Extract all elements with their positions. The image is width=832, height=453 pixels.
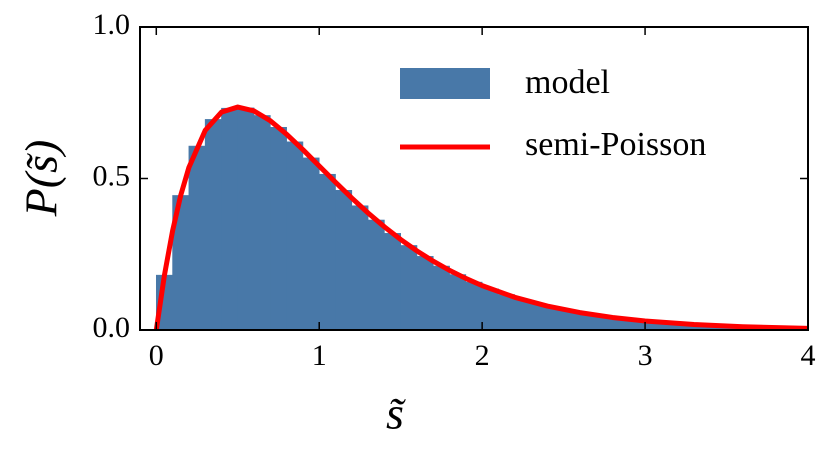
histogram-bar xyxy=(237,107,255,331)
histogram-bar xyxy=(481,288,499,331)
y-tick-label: 0.0 xyxy=(93,311,131,344)
x-tick-label: 0 xyxy=(149,339,164,372)
legend-label: model xyxy=(525,64,610,101)
histogram-bar xyxy=(449,274,467,331)
histogram-bar xyxy=(221,107,239,331)
legend-swatch xyxy=(400,68,490,99)
histogram-bar xyxy=(270,126,287,331)
histogram-bar xyxy=(302,157,320,331)
x-tick-label: 1 xyxy=(312,339,327,372)
histogram-bar xyxy=(367,219,385,331)
y-tick-label: 1.0 xyxy=(93,8,131,41)
histogram-bar xyxy=(530,303,548,331)
histogram-bar xyxy=(318,173,336,331)
histogram-bar xyxy=(498,294,516,331)
legend-label: semi-Poisson xyxy=(525,126,706,163)
histogram-bar xyxy=(384,233,401,331)
histogram-bar xyxy=(253,115,271,331)
y-tick-label: 0.5 xyxy=(93,159,131,192)
y-axis-label: P(s̃) xyxy=(16,140,67,218)
x-tick-label: 4 xyxy=(801,339,816,372)
histogram-bar xyxy=(286,141,304,331)
histogram-bar xyxy=(416,256,434,331)
x-axis-label: s̃ xyxy=(386,388,407,439)
histogram-bar xyxy=(465,281,483,331)
histogram-bar xyxy=(400,245,418,331)
x-tick-label: 2 xyxy=(475,339,490,372)
histogram-bar xyxy=(351,205,369,331)
histogram-bar xyxy=(335,190,353,331)
histogram-bar xyxy=(204,119,222,331)
curve xyxy=(153,104,809,331)
histogram-bar xyxy=(188,145,206,331)
x-tick-label: 3 xyxy=(638,339,653,372)
histogram-bar xyxy=(432,265,450,331)
histogram-bar xyxy=(514,299,532,331)
